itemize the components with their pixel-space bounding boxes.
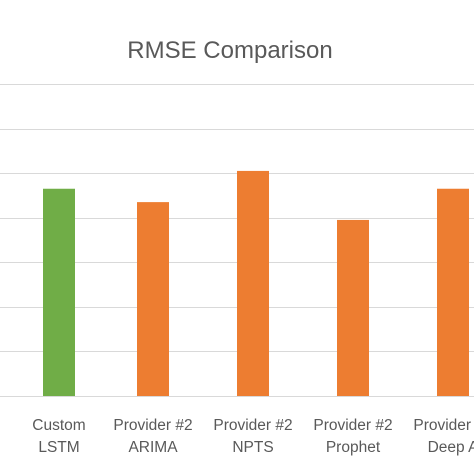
chart-title: RMSE Comparison: [127, 37, 332, 64]
category-label-4-line-1: Deep A: [428, 439, 474, 456]
category-label-2-line-1: NPTS: [232, 439, 273, 456]
bars: [43, 170, 469, 396]
category-label-3-line-0: Provider #2: [313, 417, 392, 434]
category-label-3-line-1: Prophet: [326, 439, 381, 456]
category-label-2-line-0: Provider #2: [213, 417, 292, 434]
category-label-0-line-1: LSTM: [38, 439, 79, 456]
bar-0: [43, 188, 75, 396]
bar-4: [437, 188, 469, 396]
bar-1: [137, 202, 169, 396]
category-label-1-line-0: Provider #2: [113, 417, 192, 434]
category-label-0-line-0: Custom: [32, 417, 85, 434]
bar-3: [337, 219, 369, 396]
category-labels: Custom LSTM Provider #2 ARIMA Provider #2 NPT…: [32, 417, 474, 456]
bar-2: [237, 170, 269, 396]
category-label-1-line-1: ARIMA: [128, 439, 178, 456]
category-label-4-line-0: Provider #2: [413, 417, 474, 434]
